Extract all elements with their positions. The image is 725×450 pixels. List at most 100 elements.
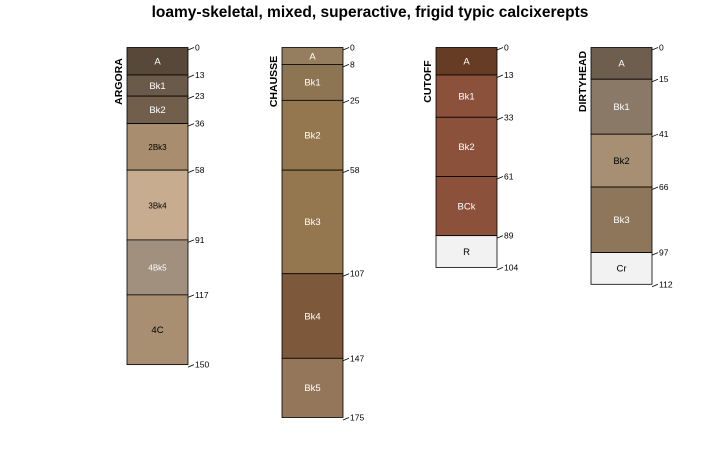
depth-label: 8: [350, 59, 355, 69]
horizon-rect: [126, 47, 189, 76]
depth-tick: [187, 74, 195, 78]
horizon-label: Bk2: [613, 156, 629, 167]
depth-label: 147: [350, 353, 364, 363]
depth-label: 0: [504, 43, 509, 53]
depth-label: 13: [504, 70, 514, 80]
depth-label: 112: [659, 279, 673, 289]
depth-label: 66: [659, 182, 669, 192]
profile-name: ARGORA: [113, 58, 125, 105]
horizon-label: Bk3: [304, 217, 320, 228]
depth-tick: [651, 47, 659, 51]
depth-label: 13: [195, 70, 205, 80]
depth-label: 150: [195, 360, 209, 370]
horizon-label: 4C: [151, 325, 163, 336]
depth-tick: [651, 78, 659, 83]
horizon-label: A: [309, 51, 316, 62]
horizon-label: A: [463, 57, 470, 68]
depth-label: 89: [504, 231, 514, 241]
depth-tick: [651, 133, 659, 138]
depth-label: 58: [195, 165, 205, 175]
horizon-rect: [281, 64, 344, 101]
profiles-layer: ARGORA A Bk1 Bk2 2Bk3 3Bk4 4Bk5 4C 0 13 23 36 58 91 11…: [113, 43, 673, 423]
depth-label: 36: [195, 119, 205, 129]
depth-tick: [187, 47, 195, 51]
profile-dirtyhead: DIRTYHEAD A Bk1 Bk2 Bk3 Cr 0 15 41 66 97 112: [577, 43, 673, 290]
depth-tick: [342, 99, 350, 104]
profile-name: CHAUSSE: [268, 56, 280, 107]
depth-tick: [342, 64, 350, 68]
horizon-rect: [590, 133, 653, 188]
depth-tick: [496, 74, 504, 78]
horizon-label: Bk4: [304, 311, 320, 322]
depth-label: 175: [350, 413, 364, 423]
horizon-label: Bk2: [458, 142, 474, 153]
horizon-rect: [590, 252, 653, 285]
depth-tick: [651, 252, 659, 256]
depth-tick: [651, 283, 659, 288]
horizon-label: 4Bk5: [148, 264, 167, 273]
horizon-label: Bk2: [149, 105, 165, 116]
depth-tick: [342, 357, 350, 362]
horizon-rect: [281, 273, 344, 359]
horizon-label: Bk5: [304, 383, 320, 394]
horizon-rect: [281, 357, 344, 418]
horizon-label: Bk1: [149, 81, 165, 92]
horizon-label: Cr: [616, 264, 626, 275]
horizon-rect: [281, 99, 344, 171]
horizon-label: Bk1: [304, 78, 320, 89]
horizon-label: BCk: [458, 201, 476, 212]
depth-tick: [187, 123, 195, 127]
depth-label: 0: [659, 43, 664, 53]
depth-tick: [342, 417, 350, 421]
depth-label: 25: [350, 95, 360, 105]
profile-argora: ARGORA A Bk1 Bk2 2Bk3 3Bk4 4Bk5 4C 0 13 23 36 58 91 11…: [113, 43, 209, 370]
figure-title: loamy-skeletal, mixed, superactive, frig…: [152, 4, 589, 21]
depth-label: 0: [195, 43, 200, 53]
depth-label: 0: [350, 43, 355, 53]
depth-tick: [496, 176, 504, 180]
depth-tick: [342, 273, 350, 277]
depth-label: 15: [659, 74, 669, 84]
horizon-rect: [590, 186, 653, 253]
depth-label: 117: [195, 290, 209, 300]
horizon-label: Bk1: [458, 91, 474, 102]
depth-tick: [496, 235, 504, 239]
depth-tick: [187, 169, 195, 173]
horizon-rect: [435, 116, 498, 177]
depth-tick: [496, 267, 504, 271]
depth-label: 61: [504, 171, 514, 181]
depth-label: 91: [195, 235, 205, 245]
horizon-label: Bk3: [613, 215, 629, 226]
horizon-rect: [435, 74, 498, 118]
depth-tick: [187, 364, 195, 368]
profile-name: CUTOFF: [422, 60, 434, 103]
profile-cutoff: CUTOFF A Bk1 Bk2 BCk R 0 13 33 61 89 104: [422, 43, 518, 273]
depth-label: 107: [350, 269, 364, 279]
depth-tick: [496, 47, 504, 51]
horizon-rect: [435, 176, 498, 237]
horizon-label: 2Bk3: [148, 143, 167, 152]
depth-label: 58: [350, 165, 360, 175]
horizon-label: A: [154, 57, 161, 68]
depth-tick: [187, 239, 195, 243]
depth-tick: [187, 294, 195, 298]
horizon-rect: [126, 294, 189, 366]
horizon-rect: [590, 47, 653, 80]
horizon-rect: [435, 47, 498, 76]
horizon-rect: [126, 123, 189, 171]
depth-tick: [342, 169, 350, 173]
depth-label: 23: [195, 91, 205, 101]
horizon-label: Bk1: [613, 102, 629, 113]
horizon-label: 3Bk4: [148, 201, 167, 210]
depth-label: 104: [504, 262, 518, 272]
depth-label: 41: [659, 129, 669, 139]
horizon-label: A: [618, 59, 625, 70]
depth-tick: [342, 47, 350, 51]
depth-label: 33: [504, 112, 514, 122]
horizon-rect: [435, 235, 498, 268]
horizon-rect: [590, 78, 653, 135]
depth-tick: [651, 186, 659, 190]
profile-chausse: CHAUSSE A Bk1 Bk2 Bk3 Bk4 Bk5 0 8 25 58 107 147 175: [268, 43, 364, 423]
horizon-rect: [126, 95, 189, 125]
